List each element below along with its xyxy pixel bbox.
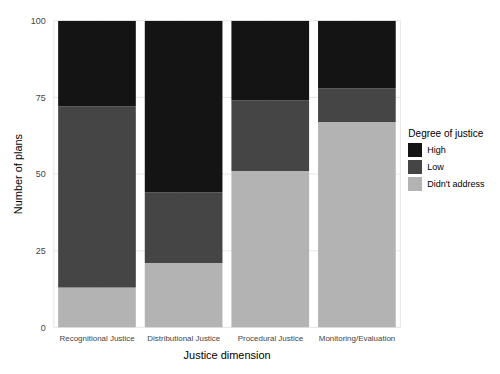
svg-text:Number of plans: Number of plans [12,133,24,214]
svg-text:50: 50 [36,169,46,179]
svg-text:Procedural Justice: Procedural Justice [238,334,304,343]
html-text:Degree of justice: Degree of justice [408,128,484,139]
svg-text:Justice dimension: Justice dimension [184,349,271,361]
html-text:Low: Low [427,162,444,172]
svg-text:75: 75 [36,93,46,103]
svg-text:Monitoring/Evaluation: Monitoring/Evaluation [319,334,395,343]
svg-text:Distributional Justice: Distributional Justice [147,334,221,343]
svg-text:100: 100 [31,16,46,26]
html-text:High: High [427,145,446,155]
html-text:Didn't address: Didn't address [427,179,485,189]
svg-text:Recognitional Justice: Recognitional Justice [60,334,136,343]
svg-text:0: 0 [41,323,46,333]
svg-text:25: 25 [36,246,46,256]
